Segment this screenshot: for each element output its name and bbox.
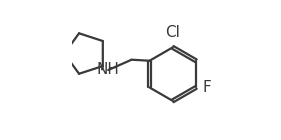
Text: F: F [202, 80, 211, 95]
Text: NH: NH [97, 62, 120, 78]
Text: Cl: Cl [165, 25, 180, 40]
